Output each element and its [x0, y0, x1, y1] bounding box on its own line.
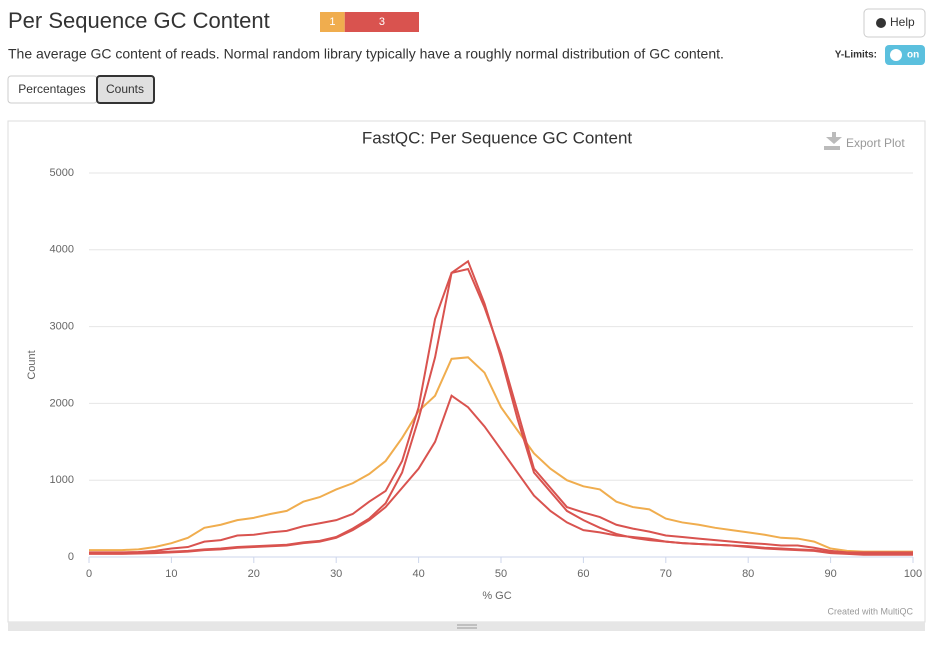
- help-label: Help: [890, 15, 915, 29]
- x-tick-label: 20: [248, 568, 260, 580]
- x-axis-label: % GC: [482, 590, 511, 602]
- export-icon: [824, 132, 842, 150]
- ylimits-label: Y-Limits:: [835, 50, 877, 61]
- y-tick-label: 4000: [50, 244, 74, 256]
- series-line: [89, 356, 913, 553]
- badge: [320, 12, 345, 32]
- y-axis-label: Count: [26, 350, 38, 379]
- series-line: [89, 394, 913, 556]
- y-tick-label: 3000: [50, 321, 74, 333]
- chart-title: FastQC: Per Sequence GC Content: [362, 128, 633, 147]
- x-tick-label: 40: [412, 568, 424, 580]
- export-button[interactable]: Export Plot: [846, 136, 905, 150]
- x-tick-label: 50: [495, 568, 507, 580]
- resize-handle[interactable]: [8, 622, 925, 631]
- badge-label: 1: [329, 16, 335, 28]
- y-tick-label: 2000: [50, 397, 74, 409]
- y-tick-label: 0: [68, 551, 74, 563]
- button-label: Counts: [106, 82, 144, 96]
- help-icon: [876, 18, 886, 28]
- credit: Created with MultiQC: [827, 606, 913, 616]
- series-line: [89, 267, 913, 554]
- x-tick-label: 80: [742, 568, 754, 580]
- button-label: Percentages: [18, 82, 85, 96]
- x-tick-label: 30: [330, 568, 342, 580]
- x-tick-label: 10: [165, 568, 177, 580]
- x-tick-label: 90: [824, 568, 836, 580]
- y-tick-label: 5000: [50, 167, 74, 179]
- x-tick-label: 70: [660, 568, 672, 580]
- badge: [344, 12, 419, 32]
- help-button[interactable]: [863, 8, 926, 38]
- x-tick-label: 0: [86, 568, 92, 580]
- x-tick-label: 60: [577, 568, 589, 580]
- badge-label: 3: [379, 16, 385, 28]
- toggle-knob: [890, 49, 902, 61]
- counts-button[interactable]: [96, 75, 155, 104]
- plot-box: [7, 120, 926, 623]
- toggle-label: on: [907, 50, 919, 61]
- y-tick-label: 1000: [50, 474, 74, 486]
- x-tick-label: 100: [904, 568, 922, 580]
- description: The average GC content of reads. Normal …: [8, 46, 724, 62]
- page-title: Per Sequence GC Content: [8, 8, 270, 33]
